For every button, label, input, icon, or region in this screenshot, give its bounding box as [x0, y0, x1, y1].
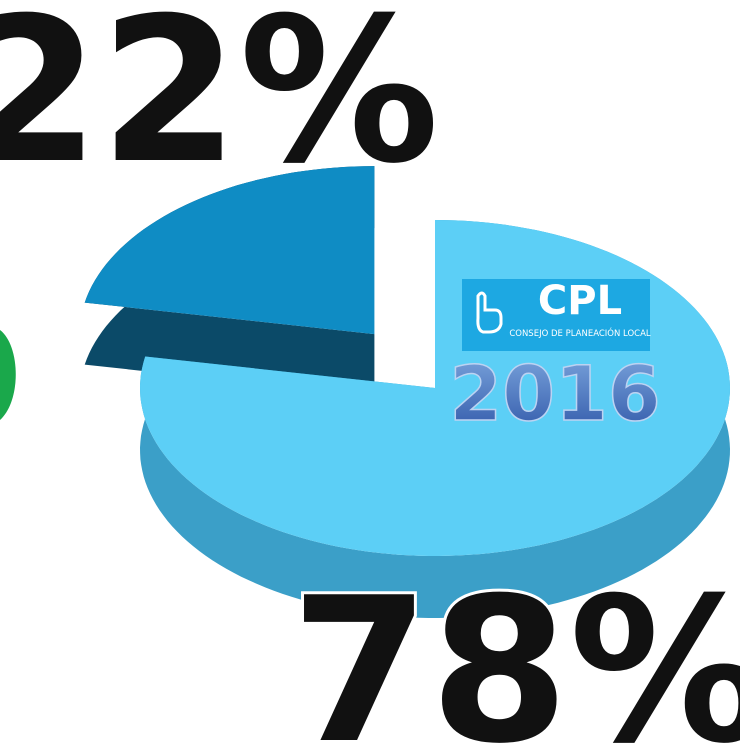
slice-label: 22% [0, 0, 439, 208]
slice [84, 166, 375, 335]
year: 2016 [449, 349, 661, 438]
logo-box [462, 279, 650, 351]
slice-label: 78% [291, 555, 740, 754]
logo-icon [476, 291, 503, 334]
partial-shape [0, 330, 16, 420]
logo-subtitle: CONSEJO DE PLANEACIÓN LOCAL [509, 327, 651, 339]
logo-name: CPL [538, 278, 622, 324]
